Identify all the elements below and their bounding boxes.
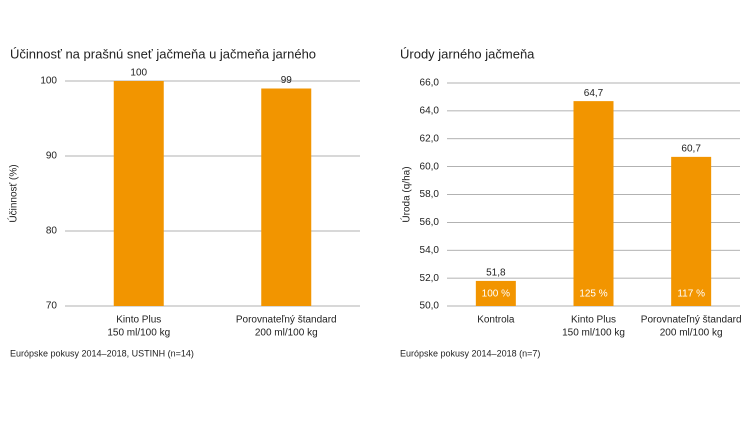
inner-label: 125 % (579, 289, 607, 300)
x-tick-label: 150 ml/100 kg (562, 328, 625, 339)
y-axis-label: Účinnosť (%) (7, 164, 20, 222)
footnote: Európske pokusy 2014–2018, USTINH (n=14) (10, 348, 194, 358)
value-label: 100 (130, 68, 147, 79)
inner-label: 117 % (677, 289, 705, 300)
footnote: Európske pokusy 2014–2018 (n=7) (400, 348, 540, 358)
y-tick-label: 90 (46, 151, 58, 162)
x-tick-label: Porovnateľný štandard (641, 315, 742, 326)
y-tick-label: 60,0 (420, 161, 440, 172)
bar (573, 101, 614, 307)
y-tick-label: 62,0 (420, 133, 440, 144)
x-tick-label: 200 ml/100 kg (660, 328, 723, 339)
bar (261, 88, 312, 306)
x-tick-label: Kontrola (477, 315, 515, 326)
chart-title: Úrody jarného jačmeňa (400, 46, 535, 61)
value-label: 99 (281, 75, 293, 86)
y-tick-label: 54,0 (420, 245, 440, 256)
y-tick-label: 80 (46, 226, 58, 237)
value-label: 51,8 (486, 268, 506, 279)
y-tick-label: 58,0 (420, 189, 440, 200)
bar (671, 156, 712, 306)
y-tick-label: 100 (40, 76, 57, 87)
y-tick-label: 50,0 (420, 301, 440, 312)
y-tick-label: 66,0 (420, 78, 440, 89)
x-tick-label: Kinto Plus (116, 315, 161, 326)
x-tick-label: Porovnateľný štandard (236, 315, 337, 326)
inner-label: 100 % (482, 289, 510, 300)
y-tick-label: 56,0 (420, 217, 440, 228)
x-tick-label: 200 ml/100 kg (255, 328, 318, 339)
y-tick-label: 70 (46, 301, 58, 312)
value-label: 64,7 (584, 88, 604, 99)
x-tick-label: Kinto Plus (571, 315, 616, 326)
bar (475, 280, 516, 306)
chart-title: Účinnosť na prašnú sneť jačmeňa u jačmeň… (10, 46, 316, 61)
y-tick-label: 64,0 (420, 106, 440, 117)
x-tick-label: 150 ml/100 kg (107, 328, 170, 339)
value-label: 60,7 (681, 144, 701, 155)
y-tick-label: 52,0 (420, 273, 440, 284)
bar (113, 81, 164, 306)
y-axis-label: Úroda (q/ha) (400, 166, 413, 222)
